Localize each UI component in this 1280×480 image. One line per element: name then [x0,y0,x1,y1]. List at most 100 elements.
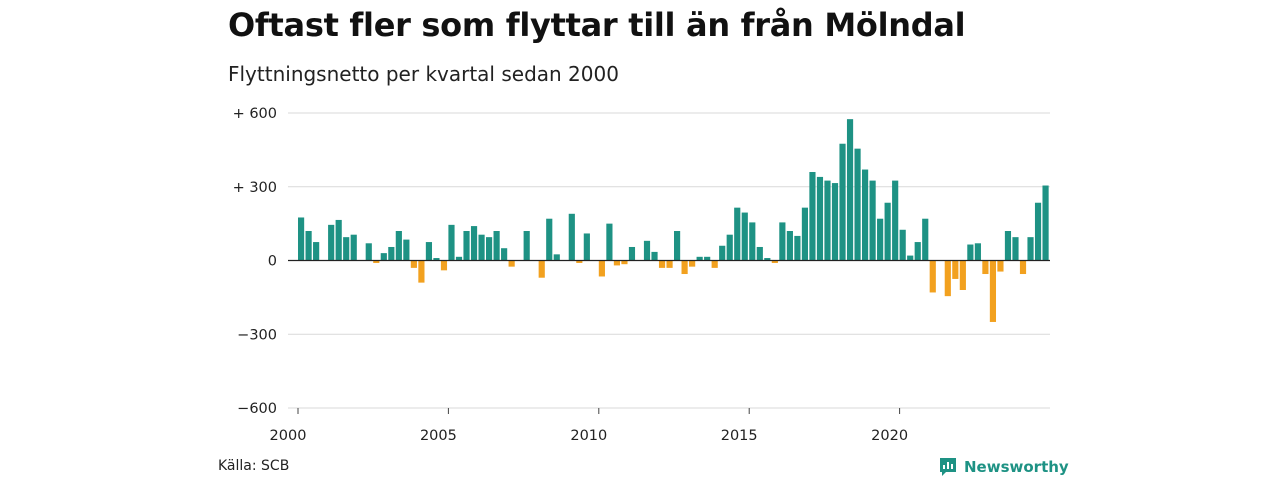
bar [463,231,470,261]
bar [779,222,786,261]
bar [741,212,748,261]
bar [343,237,350,261]
bar [523,231,530,261]
x-tick-label: 2000 [270,428,307,444]
bar [328,224,335,261]
bar [922,218,929,261]
x-tick-label: 2005 [420,428,457,444]
bar [914,242,921,261]
bar [440,260,448,271]
bar [335,219,342,261]
grid-lines [288,112,1050,409]
bar [907,255,914,261]
bar [884,202,891,261]
bar [711,260,718,268]
bars [288,119,1050,322]
bar [576,260,583,263]
bar [350,234,357,261]
bar [568,213,575,261]
y-tick-label: + 600 [233,106,277,122]
bar [493,231,500,261]
bar [418,260,425,283]
y-tick-label: 0 [268,254,277,270]
bar [719,245,726,261]
bar [997,260,1004,272]
bar [674,231,681,261]
bar [982,260,989,275]
bar [1027,237,1034,261]
bar [816,176,824,261]
bar [854,148,861,261]
bar [298,217,305,261]
bar [967,244,974,261]
bar [756,246,763,261]
bar [410,260,417,268]
source-label: Källa: SCB [218,458,290,474]
bar [388,246,395,261]
bar [651,251,658,261]
bar [899,229,906,261]
bar [944,260,951,297]
bar [831,183,839,261]
bar [478,234,485,261]
bar [749,222,756,261]
y-tick-label: −300 [237,327,277,343]
bar [1019,260,1027,275]
brand-logo: Newsworthy [938,456,1069,478]
bar [598,260,605,277]
bar [486,237,493,261]
bar [824,180,831,261]
bar [553,254,560,261]
chart-subtitle: Flyttningsnetto per kvartal sedan 2000 [228,62,619,86]
bar [862,169,869,261]
bar [771,260,778,263]
bar [508,260,515,267]
bar [403,239,410,261]
bar [628,246,636,261]
bar [764,258,771,261]
bar [846,119,854,261]
bar [726,234,733,261]
bar [455,256,463,261]
bar [621,260,628,265]
bar [643,240,651,261]
x-tick-label: 2010 [570,428,607,444]
bar [313,242,320,261]
brand-name: Newsworthy [964,458,1069,476]
newsworthy-icon [940,458,956,476]
x-axis-ticks: 2000 2005 2010 2015 2020 [270,408,908,444]
bar [794,235,801,261]
bar [373,260,380,263]
bar [681,260,688,275]
bar [380,253,387,261]
bar [1004,231,1012,261]
bar [606,223,613,261]
chart-title: Oftast fler som flyttar till än från Möl… [228,6,966,44]
bar [929,260,936,293]
bar [470,226,478,261]
y-tick-label: −600 [237,401,277,417]
bar [305,231,312,261]
x-tick-label: 2015 [721,428,758,444]
bar [974,243,981,261]
bar [892,180,899,261]
bar [448,224,455,261]
bar [583,233,590,261]
bar [546,218,553,261]
bar [801,207,809,261]
bar [1012,237,1019,261]
bar [809,172,816,261]
bar [696,256,703,261]
bar [658,260,666,268]
bar [689,260,696,267]
bar [704,256,711,261]
bar [839,143,846,261]
bar [1042,185,1049,261]
bar [1034,202,1042,261]
bar [395,231,402,261]
bar [613,260,621,266]
bar [734,207,741,261]
y-tick-label: + 300 [233,180,277,196]
bar [786,231,793,261]
